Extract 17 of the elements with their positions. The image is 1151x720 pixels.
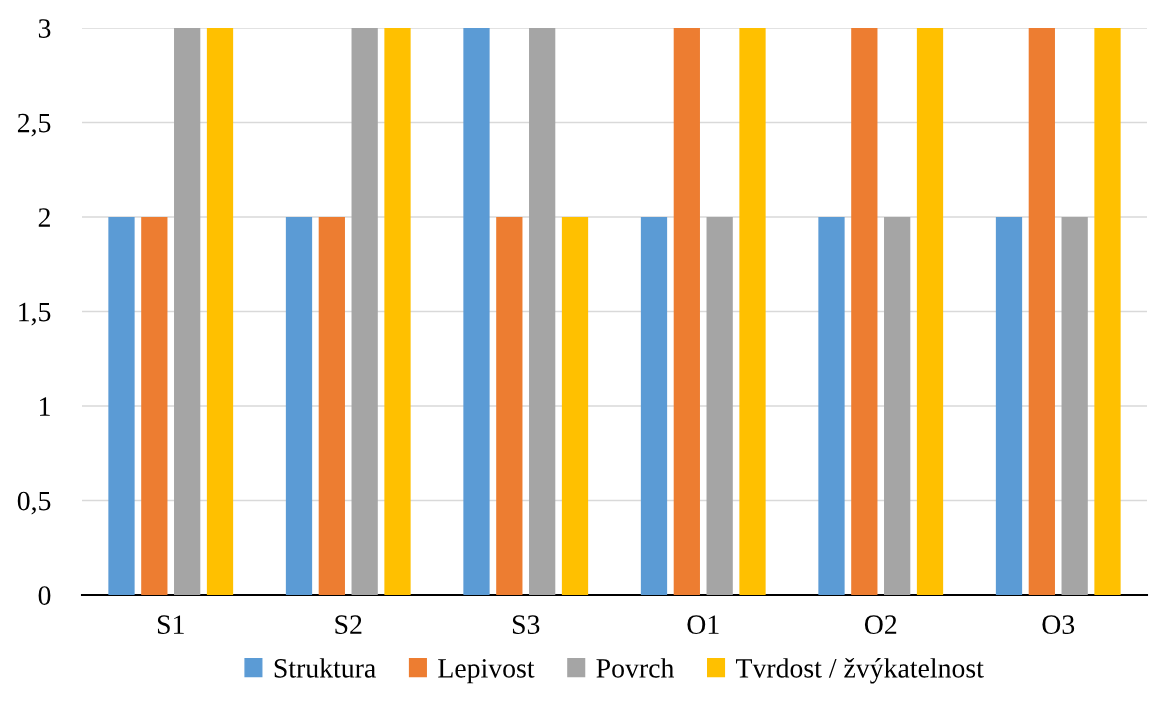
x-tick-label: O3 [1042,615,1075,634]
x-tick-label: S1 [157,615,184,634]
legend-label: Struktura [274,658,376,678]
x-tick-label: O2 [864,615,897,634]
y-tick-label: 1 [40,397,50,416]
y-tick-label: 0,5 [17,491,51,515]
legend-label: Povrch [596,658,675,678]
legend-label: Lepivost [438,659,535,684]
x-tick-label: S2 [335,615,362,634]
y-tick-label: 1,5 [19,302,51,326]
y-tick-label: 0 [38,586,51,605]
y-tick-label: 2 [38,208,50,227]
y-tick-label: 3 [38,19,51,38]
legend-label: Tvrdost / žvýkatelnost [735,658,984,684]
x-tick-label: O1 [687,615,719,634]
y-tick-label: 2,5 [17,113,51,137]
x-tick-label: S3 [512,615,540,634]
